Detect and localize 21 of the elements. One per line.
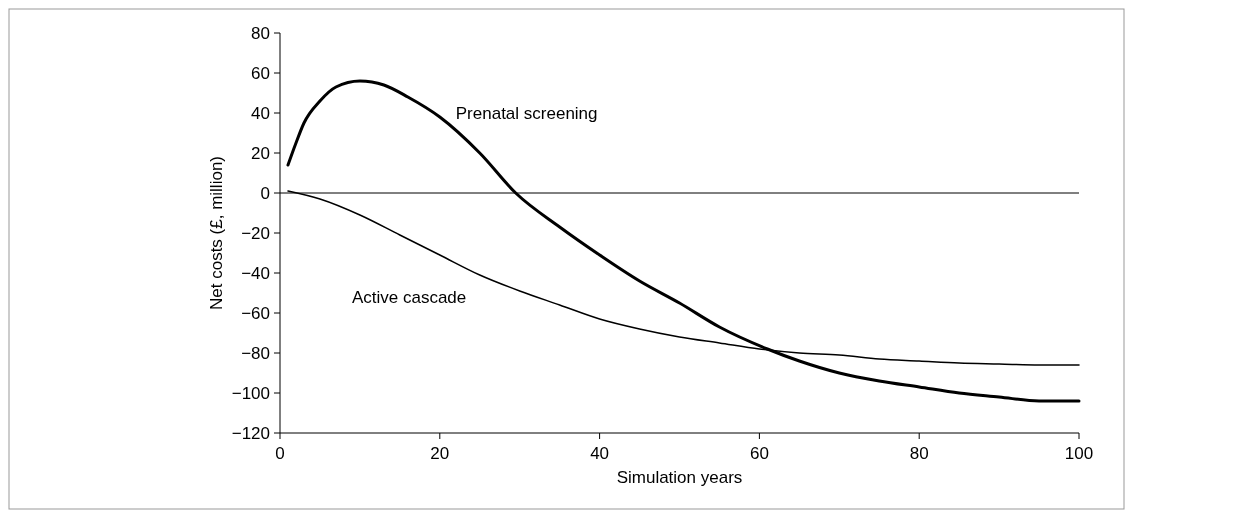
y-axis-title: Net costs (£, million) xyxy=(207,156,226,310)
y-tick-label: −40 xyxy=(241,263,270,283)
annotation: Prenatal screening xyxy=(455,103,598,123)
y-tick-label: 60 xyxy=(251,63,270,83)
x-tick-label: 20 xyxy=(430,444,450,463)
x-axis-title: Simulation years xyxy=(616,468,743,487)
y-tick-label: −20 xyxy=(241,223,270,243)
annotation: Active cascade xyxy=(351,287,467,307)
y-tick-label: 0 xyxy=(260,183,270,203)
y-tick-label: 80 xyxy=(251,23,270,43)
x-tick-label: 40 xyxy=(590,444,610,463)
y-tick-label: −80 xyxy=(241,343,270,363)
y-tick-label: 20 xyxy=(251,143,270,163)
x-tick-label: 80 xyxy=(909,444,929,463)
y-tick-label: −100 xyxy=(231,383,270,403)
y-tick-label: 40 xyxy=(251,103,270,123)
x-tick-label: 0 xyxy=(275,444,285,463)
x-tick-label: 60 xyxy=(749,444,769,463)
y-tick-label: −120 xyxy=(231,423,270,443)
x-tick-label: 100 xyxy=(1064,444,1094,463)
y-tick-label: −60 xyxy=(241,303,270,323)
